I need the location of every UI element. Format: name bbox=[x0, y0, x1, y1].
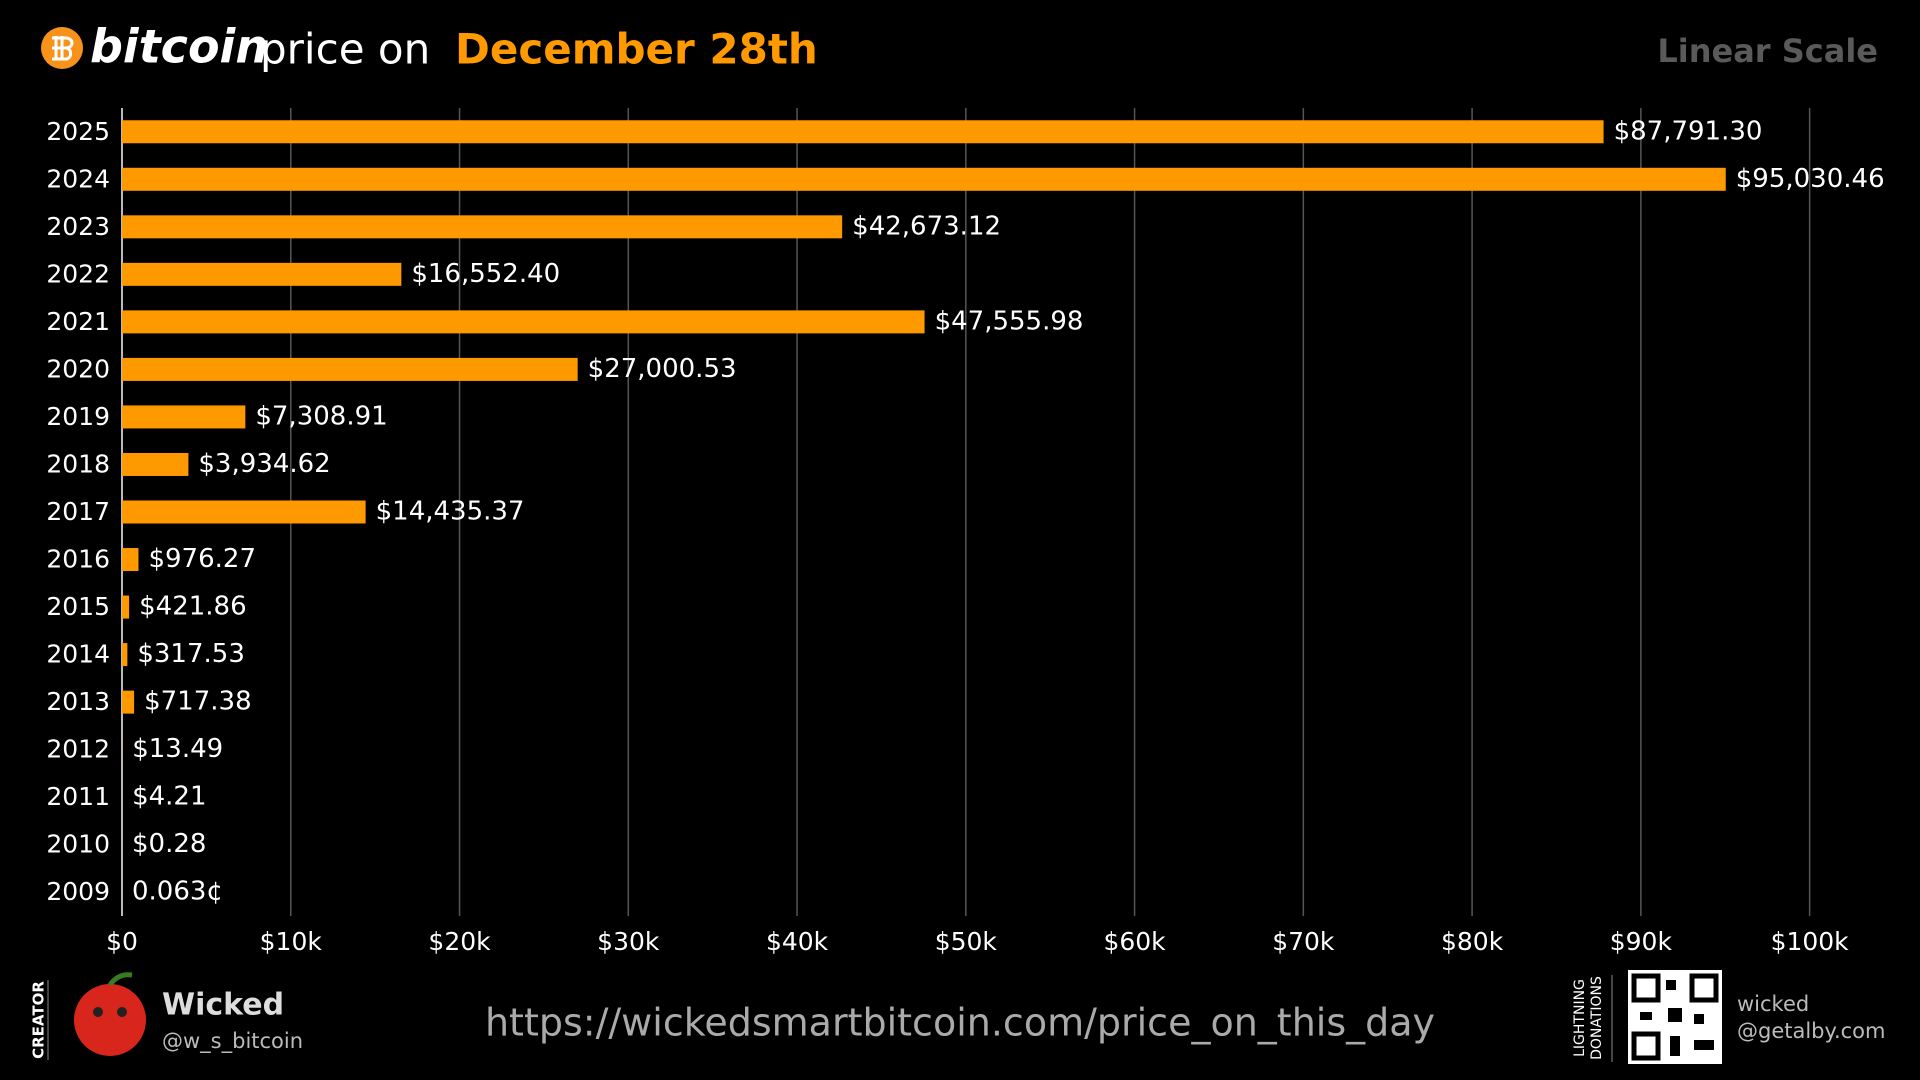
x-tick-label: $60k bbox=[1103, 927, 1166, 956]
creator-label: CREATOR bbox=[30, 981, 48, 1059]
url: https://wickedsmartbitcoin.com/price_on_… bbox=[485, 1001, 1435, 1045]
x-tick-label: $20k bbox=[428, 927, 491, 956]
value-label: $47,555.98 bbox=[935, 306, 1084, 336]
x-tick-label: $30k bbox=[597, 927, 660, 956]
y-tick-label: 2014 bbox=[46, 640, 110, 669]
donations-label: LIGHTNING bbox=[1572, 979, 1588, 1057]
bar bbox=[122, 500, 366, 524]
y-tick-label: 2019 bbox=[46, 402, 110, 431]
value-label: 0.063¢ bbox=[132, 877, 223, 907]
creator-avatar bbox=[74, 984, 146, 1056]
chart-title: price on bbox=[260, 25, 430, 74]
y-tick-label: 2009 bbox=[46, 877, 110, 906]
x-tick-label: $0 bbox=[106, 927, 138, 956]
y-tick-label: 2025 bbox=[46, 117, 110, 146]
brand: bitcoin bbox=[90, 20, 268, 74]
y-tick-label: 2017 bbox=[46, 497, 110, 526]
avatar-eye bbox=[117, 1007, 127, 1017]
y-tick-label: 2012 bbox=[46, 735, 110, 764]
x-tick-label: $10k bbox=[260, 927, 323, 956]
value-label: $3,934.62 bbox=[198, 449, 330, 479]
y-tick-label: 2013 bbox=[46, 687, 110, 716]
bar bbox=[122, 548, 139, 572]
chart-date: December 28th bbox=[455, 25, 818, 74]
donations-label: DONATIONS bbox=[1589, 976, 1605, 1060]
bar bbox=[122, 690, 135, 714]
x-tick-label: $80k bbox=[1441, 927, 1504, 956]
bar bbox=[122, 405, 246, 429]
value-label: $717.38 bbox=[144, 687, 252, 717]
y-tick-label: 2023 bbox=[46, 212, 110, 241]
donation-name: wicked bbox=[1737, 992, 1809, 1016]
value-label: $14,435.37 bbox=[376, 497, 525, 527]
x-tick-label: $100k bbox=[1771, 927, 1850, 956]
creator-avatar-leaf bbox=[107, 972, 133, 987]
value-label: $421.86 bbox=[139, 592, 247, 622]
qr-code bbox=[1628, 970, 1722, 1064]
value-label: $87,791.30 bbox=[1614, 116, 1763, 146]
value-label: $13.49 bbox=[132, 734, 223, 764]
value-label: $0.28 bbox=[132, 829, 206, 859]
y-tick-label: 2020 bbox=[46, 354, 110, 383]
bar bbox=[122, 310, 925, 334]
y-tick-label: 2024 bbox=[46, 164, 110, 193]
scale-label: Linear Scale bbox=[1657, 32, 1878, 70]
bar bbox=[122, 167, 1726, 191]
bar bbox=[122, 215, 843, 239]
bar bbox=[122, 357, 578, 381]
y-tick-label: 2016 bbox=[46, 545, 110, 574]
value-label: $27,000.53 bbox=[588, 354, 737, 384]
x-tick-label: $50k bbox=[935, 927, 998, 956]
creator-name: Wicked bbox=[162, 988, 284, 1023]
x-tick-label: $40k bbox=[766, 927, 829, 956]
value-label: $976.27 bbox=[148, 544, 256, 574]
creator-handle: @w_s_bitcoin bbox=[162, 1029, 303, 1054]
bar bbox=[122, 120, 1604, 144]
value-label: $4.21 bbox=[132, 782, 206, 812]
value-label: $317.53 bbox=[137, 639, 245, 669]
value-label: $7,308.91 bbox=[255, 401, 387, 431]
bar bbox=[122, 595, 130, 619]
x-tick-label: $70k bbox=[1272, 927, 1335, 956]
donation-domain: @getalby.com bbox=[1737, 1019, 1885, 1043]
value-label: $16,552.40 bbox=[411, 259, 560, 289]
avatar-eye bbox=[93, 1007, 103, 1017]
y-tick-label: 2021 bbox=[46, 307, 110, 336]
y-tick-label: 2022 bbox=[46, 259, 110, 288]
bar bbox=[122, 643, 128, 667]
y-tick-label: 2010 bbox=[46, 830, 110, 859]
bar bbox=[122, 452, 189, 476]
y-tick-label: 2018 bbox=[46, 449, 110, 478]
y-tick-label: 2015 bbox=[46, 592, 110, 621]
value-label: $95,030.46 bbox=[1736, 164, 1885, 194]
y-tick-label: 2011 bbox=[46, 782, 110, 811]
bitcoin-logo-mark bbox=[52, 36, 74, 61]
x-tick-label: $90k bbox=[1610, 927, 1673, 956]
bar bbox=[122, 262, 402, 286]
value-label: $42,673.12 bbox=[852, 211, 1001, 241]
